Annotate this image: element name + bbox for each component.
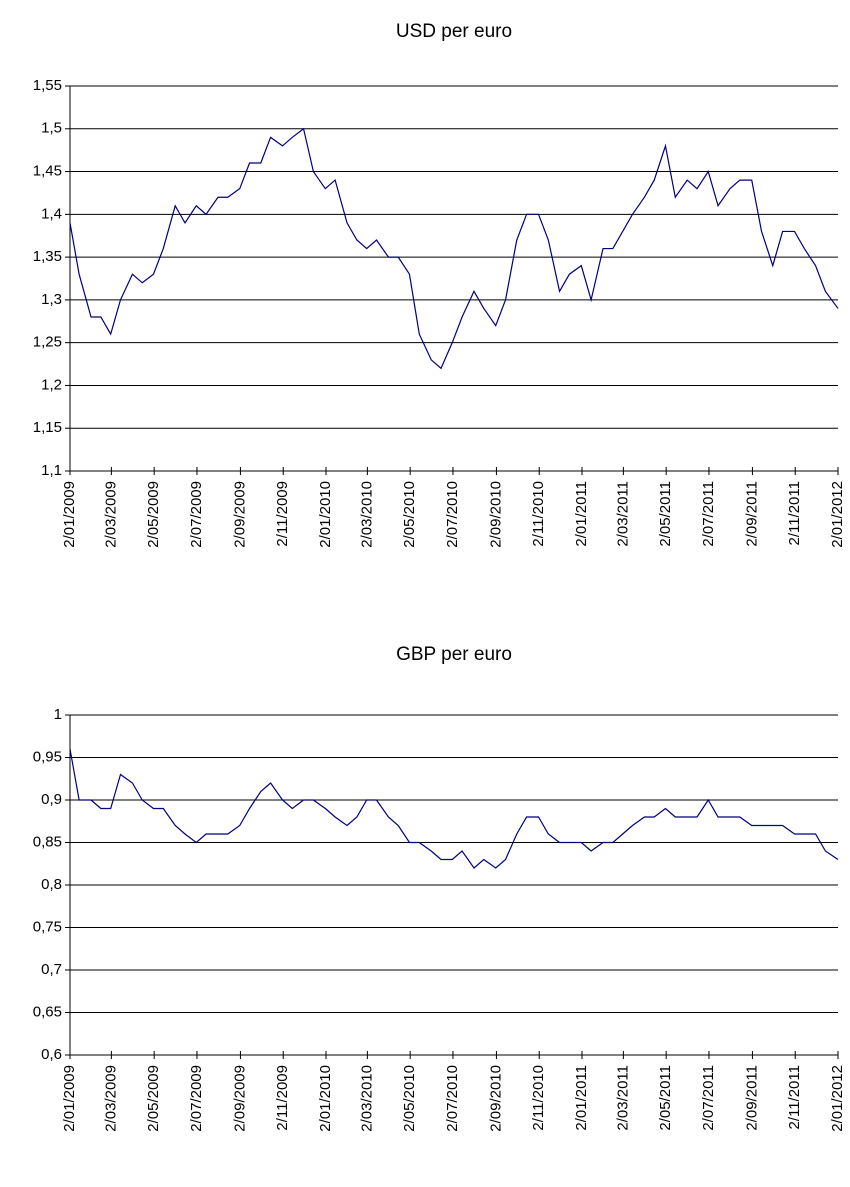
x-tick-label: 2/11/2009 [274,1065,291,1131]
x-tick-label: 2/01/2010 [317,1065,334,1132]
y-tick-label: 0,75 [33,918,62,935]
y-tick-label: 0,95 [33,748,62,765]
y-tick-label: 1,3 [41,291,62,308]
chart-title: USD per euro [396,21,512,42]
x-tick-label: 2/01/2009 [61,481,78,548]
x-tick-label: 2/01/2012 [829,481,846,548]
x-tick-label: 2/07/2009 [188,1065,205,1132]
x-tick-label: 2/09/2011 [743,1065,760,1131]
x-tick-label: 2/03/2010 [358,481,375,548]
x-tick-label: 2/09/2011 [743,481,760,547]
x-tick-label: 2/05/2009 [145,481,162,548]
x-tick-label: 2/11/2010 [530,481,547,547]
x-tick-label: 2/11/2009 [274,481,291,547]
x-tick-label: 2/09/2009 [231,1065,248,1132]
x-tick-label: 2/09/2010 [487,481,504,548]
x-tick-label: 2/03/2011 [614,481,631,547]
y-tick-label: 1,35 [33,248,62,265]
y-tick-label: 1,25 [33,334,62,351]
x-tick-label: 2/03/2011 [614,1065,631,1131]
x-tick-label: 2/11/2010 [530,1065,547,1131]
x-tick-label: 2/07/2010 [444,481,461,548]
x-tick-label: 2/11/2011 [786,1065,803,1130]
x-tick-label: 2/05/2010 [401,1065,418,1132]
x-tick-label: 2/11/2011 [786,481,803,546]
x-tick-label: 2/05/2010 [401,481,418,548]
y-tick-label: 1,4 [41,205,62,222]
x-tick-label: 2/07/2011 [700,481,717,547]
x-tick-label: 2/01/2010 [317,481,334,548]
y-tick-label: 0,8 [41,876,62,893]
data-line [69,127,839,370]
y-tick-label: 1 [54,706,62,723]
x-tick-label: 2/05/2009 [145,1065,162,1132]
y-tick-label: 1,1 [41,462,62,479]
x-tick-label: 2/07/2009 [188,481,205,548]
y-tick-label: 1,55 [33,77,62,94]
x-tick-label: 2/01/2011 [573,1065,590,1131]
y-tick-label: 0,7 [41,961,62,978]
y-tick-label: 0,6 [41,1046,62,1063]
y-tick-label: 0,65 [33,1003,62,1020]
y-tick-label: 0,9 [41,791,62,808]
x-tick-label: 2/05/2011 [657,1065,674,1131]
x-tick-label: 2/03/2010 [358,1065,375,1132]
y-tick-label: 0,85 [33,833,62,850]
x-tick-label: 2/09/2009 [231,481,248,548]
data-line [69,748,839,869]
chart-title: GBP per euro [396,644,512,665]
x-tick-label: 2/01/2009 [61,1065,78,1132]
x-tick-label: 2/05/2011 [657,481,674,547]
x-tick-label: 2/01/2012 [829,1065,846,1132]
y-tick-label: 1,5 [41,120,62,137]
x-tick-label: 2/03/2009 [102,1065,119,1132]
x-tick-label: 2/07/2011 [700,1065,717,1131]
x-tick-label: 2/09/2010 [487,1065,504,1132]
x-tick-label: 2/03/2009 [102,481,119,548]
y-tick-label: 1,45 [33,163,62,180]
y-tick-label: 1,15 [33,419,62,436]
x-tick-label: 2/07/2010 [444,1065,461,1132]
y-tick-label: 1,2 [41,376,62,393]
x-tick-label: 2/01/2011 [573,481,590,547]
